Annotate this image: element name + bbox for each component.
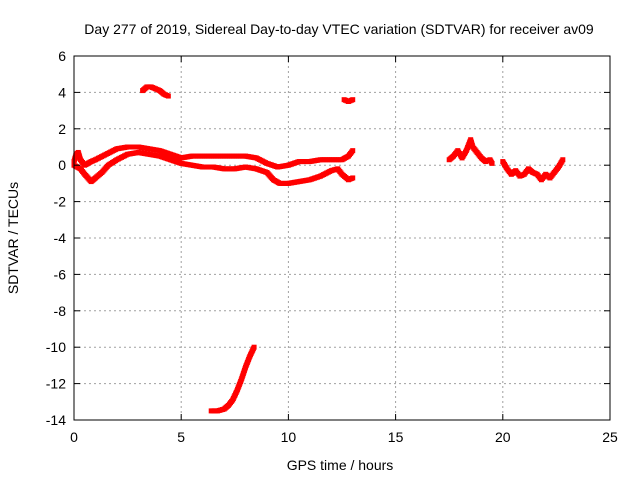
y-tick-label: 4 [58, 84, 66, 100]
y-tick-label: 6 [58, 48, 66, 64]
y-tick-label: -8 [54, 303, 67, 319]
x-axis-label: GPS time / hours [287, 457, 394, 473]
x-tick-label: 25 [602, 429, 618, 445]
grid-lines [74, 56, 610, 420]
y-tick-label: -14 [46, 412, 66, 428]
data-point [350, 175, 356, 181]
data-point [165, 93, 171, 99]
data-point [489, 160, 495, 166]
x-tick-label: 0 [70, 429, 78, 445]
y-axis-label: SDTVAR / TECUs [5, 182, 21, 294]
data-point [251, 344, 257, 350]
data-point [350, 97, 356, 103]
chart-title: Day 277 of 2019, Sidereal Day-to-day VTE… [84, 21, 594, 37]
x-tick-label: 5 [177, 429, 185, 445]
x-tick-label: 10 [281, 429, 297, 445]
y-tick-label: 2 [58, 121, 66, 137]
data-point [560, 157, 566, 163]
y-tick-label: 0 [58, 157, 66, 173]
y-tick-label: -6 [54, 266, 67, 282]
x-tick-label: 20 [495, 429, 511, 445]
data-point [350, 148, 356, 154]
y-tick-label: -4 [54, 230, 67, 246]
y-tick-label: -12 [46, 376, 66, 392]
y-tick-label: -2 [54, 194, 67, 210]
y-tick-label: -10 [46, 339, 66, 355]
x-tick-label: 15 [388, 429, 404, 445]
data-points [71, 84, 566, 414]
